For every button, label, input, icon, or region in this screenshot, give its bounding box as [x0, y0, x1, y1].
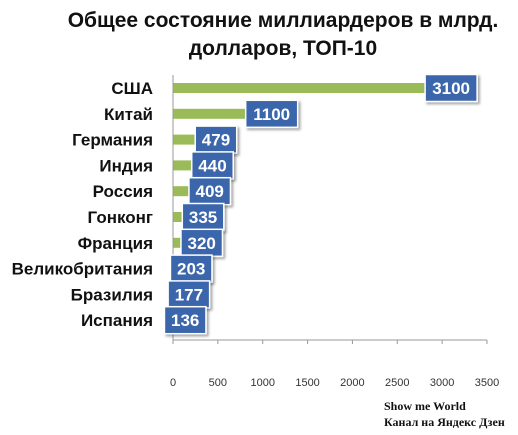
x-tick-label-2: 1000 — [250, 377, 274, 389]
x-tick-label-4: 2000 — [340, 377, 364, 389]
category-label-0: США — [111, 79, 153, 98]
watermark-line-2: Канал на Яндекс Дзен — [384, 415, 505, 429]
x-tick-label-1: 500 — [209, 377, 227, 389]
data-label-8: 177 — [175, 285, 203, 304]
data-label-0: 3100 — [432, 79, 470, 98]
data-label-box-9 — [163, 305, 207, 335]
data-label-6: 320 — [188, 234, 216, 253]
data-labels: 3100 1100 479 440 409 335 320 203 177 136 — [163, 73, 478, 335]
category-label-8: Бразилия — [71, 285, 153, 304]
category-label-7: Великобритания — [12, 260, 153, 279]
x-tick-label-0: 0 — [170, 377, 176, 389]
chart-title-line-1: Общее состояние миллиардеров в млрд. — [68, 9, 499, 32]
x-tick-labels: 0 500 1000 1500 2000 2500 3000 3500 — [170, 340, 499, 389]
data-label-box-4 — [188, 176, 232, 206]
category-label-2: Германия — [72, 131, 153, 150]
category-label-5: Гонконг — [88, 208, 153, 227]
data-label-box-5 — [181, 202, 225, 232]
category-label-6: Франция — [78, 234, 153, 253]
x-tick-label-6: 3000 — [430, 377, 454, 389]
category-labels: США Китай Германия Индия Россия Гонконг Франци… — [12, 79, 153, 330]
watermark-line-1: Show me World — [384, 399, 466, 413]
category-label-4: Россия — [93, 182, 153, 201]
data-label-box-1 — [244, 99, 299, 129]
category-label-1: Китай — [104, 105, 153, 124]
data-label-5: 335 — [189, 208, 217, 227]
chart-title-line-2: долларов, ТОП-10 — [189, 37, 377, 60]
data-label-4: 409 — [196, 182, 224, 201]
x-tick-label-3: 1500 — [295, 377, 319, 389]
data-label-2: 479 — [202, 131, 230, 150]
x-tick-label-7: 3500 — [475, 377, 499, 389]
bar-0 — [173, 83, 452, 93]
data-label-3: 440 — [198, 156, 226, 175]
category-label-3: Индия — [99, 156, 153, 175]
data-label-1: 1100 — [253, 105, 290, 124]
data-label-7: 203 — [177, 260, 205, 279]
category-label-9: Испания — [81, 311, 153, 330]
data-label-box-0 — [424, 73, 478, 103]
bar-1 — [173, 108, 272, 119]
data-label-9: 136 — [171, 311, 199, 330]
data-label-box-3 — [190, 151, 234, 180]
x-tick-label-5: 2500 — [385, 377, 409, 389]
